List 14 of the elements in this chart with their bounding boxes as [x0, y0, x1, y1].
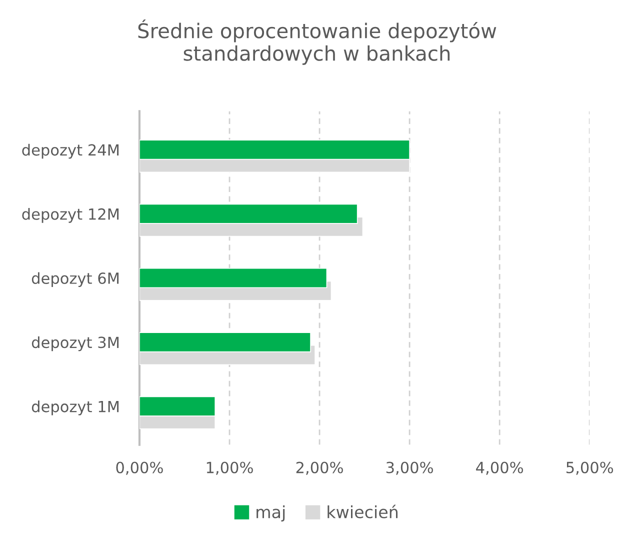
legend-label: kwiecień [328, 504, 398, 518]
x-tick-label: 1,00% [206, 462, 253, 475]
x-tick-label: 4,00% [476, 462, 524, 475]
y-tick-label: depozyt 24M [22, 144, 119, 159]
y-tick-label: depozyt 12M [22, 208, 119, 223]
legend-label: maj [256, 505, 285, 522]
x-tick-label: 0,00% [116, 462, 163, 475]
x-tick-label: 5,00% [566, 462, 614, 475]
chart-title: Średnie oprocentowanie depozytów standardowych w bankach [138, 19, 496, 65]
y-tick-label: depozyt 3M [32, 336, 119, 352]
y-tick-label: depozyt 6M [32, 272, 119, 287]
y-tick-label: depozyt 1M [32, 400, 119, 416]
x-tick-label: 2,00% [296, 462, 343, 475]
x-tick-label: 3,00% [386, 462, 433, 475]
